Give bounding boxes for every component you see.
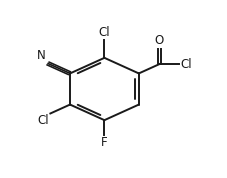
Text: Cl: Cl [37, 114, 49, 127]
Text: O: O [155, 34, 164, 47]
Text: Cl: Cl [99, 26, 110, 39]
Text: Cl: Cl [180, 57, 192, 71]
Text: N: N [37, 49, 46, 62]
Text: F: F [101, 136, 108, 149]
